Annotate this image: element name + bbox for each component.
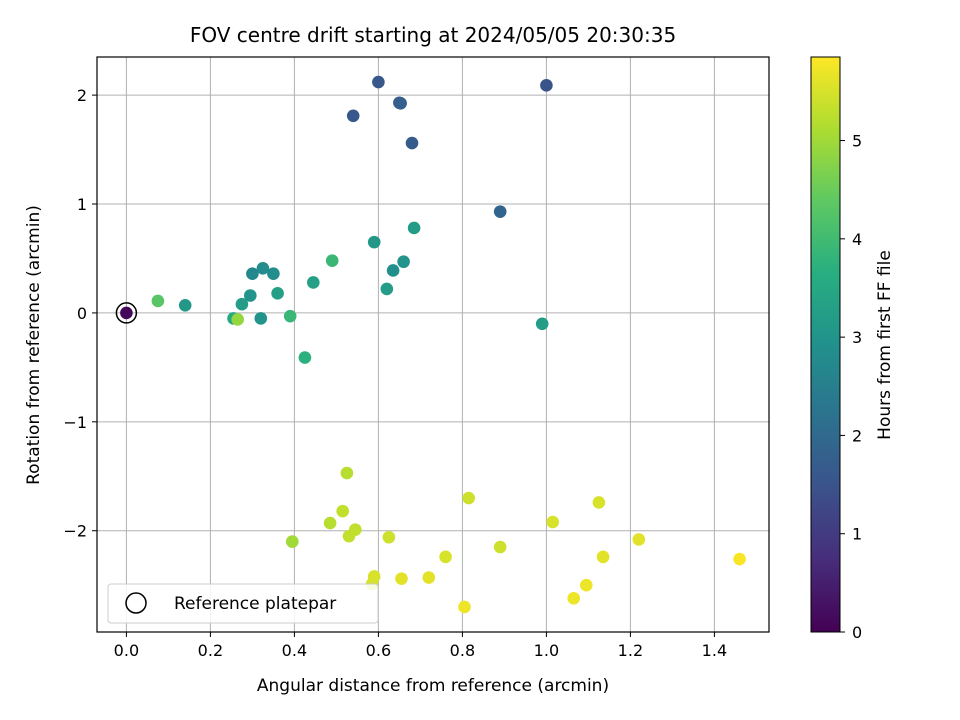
data-points bbox=[115, 75, 746, 614]
data-point bbox=[340, 466, 354, 480]
data-point bbox=[307, 276, 320, 289]
data-point bbox=[323, 516, 337, 530]
legend-label-reference: Reference platepar bbox=[174, 594, 336, 614]
colorbar-tick-label: 1 bbox=[852, 525, 862, 544]
x-tick-label: 1.2 bbox=[618, 641, 643, 660]
data-point bbox=[395, 572, 408, 585]
data-point bbox=[405, 136, 419, 150]
y-axis-ticks: −2 −1 0 1 2 bbox=[63, 86, 97, 541]
data-point bbox=[394, 96, 407, 110]
data-point bbox=[246, 267, 259, 281]
data-point bbox=[256, 261, 270, 275]
plot-frame bbox=[96, 56, 770, 633]
x-tick-label: 1.4 bbox=[702, 641, 727, 660]
y-tick-label: −2 bbox=[63, 522, 87, 541]
data-point bbox=[120, 306, 133, 320]
x-tick-label: 0.0 bbox=[114, 641, 139, 660]
y-tick-label: −1 bbox=[63, 413, 87, 432]
data-point bbox=[546, 515, 559, 529]
data-point bbox=[567, 591, 580, 605]
x-tick-label: 1.0 bbox=[534, 641, 559, 660]
grid-lines bbox=[97, 57, 769, 632]
data-point bbox=[178, 298, 192, 312]
x-tick-label: 0.8 bbox=[450, 641, 475, 660]
colorbar-tick-label: 3 bbox=[852, 328, 862, 347]
colorbar-tick-label: 2 bbox=[852, 426, 862, 445]
y-tick-label: 0 bbox=[77, 304, 87, 323]
legend-box bbox=[107, 583, 379, 624]
data-point bbox=[325, 254, 339, 267]
data-point bbox=[283, 309, 297, 323]
colorbar-gradient bbox=[810, 56, 841, 633]
x-axis-ticks: 0.0 0.2 0.4 0.6 0.8 1.0 1.2 1.4 bbox=[114, 632, 727, 660]
data-point bbox=[592, 496, 606, 509]
y-tick-label: 1 bbox=[77, 195, 87, 214]
data-point bbox=[382, 530, 396, 544]
y-tick-label: 2 bbox=[77, 86, 87, 105]
data-point bbox=[367, 235, 381, 249]
x-tick-label: 0.4 bbox=[282, 641, 307, 660]
data-point bbox=[254, 312, 268, 325]
data-point bbox=[231, 313, 244, 326]
data-point bbox=[342, 529, 356, 543]
x-axis-label: Angular distance from reference (arcmin) bbox=[257, 676, 609, 696]
data-point bbox=[386, 264, 400, 277]
data-point bbox=[493, 540, 507, 554]
data-point bbox=[422, 571, 436, 584]
data-point bbox=[632, 533, 646, 546]
x-tick-label: 0.2 bbox=[198, 641, 223, 660]
data-point bbox=[580, 578, 593, 592]
legend: Reference platepar bbox=[107, 583, 379, 624]
data-point bbox=[458, 600, 471, 614]
data-point bbox=[540, 79, 553, 92]
data-point bbox=[380, 282, 394, 296]
data-point bbox=[462, 491, 476, 505]
data-point bbox=[336, 504, 350, 518]
colorbar-tick-label: 4 bbox=[852, 230, 862, 249]
colorbar-label: Hours from first FF file bbox=[875, 250, 895, 440]
chart-title: FOV centre drift starting at 2024/05/05 … bbox=[190, 23, 676, 47]
data-point bbox=[267, 267, 280, 281]
colorbar-ticks: 0 1 2 3 4 5 bbox=[840, 132, 862, 642]
data-point bbox=[596, 550, 610, 564]
x-tick-label: 0.6 bbox=[366, 641, 391, 660]
legend-marker-reference bbox=[125, 592, 147, 614]
data-point bbox=[271, 287, 284, 300]
data-point bbox=[244, 289, 257, 302]
reference-platepar-marker bbox=[115, 302, 138, 324]
data-point bbox=[493, 205, 507, 218]
colorbar-tick-label: 5 bbox=[852, 132, 862, 151]
data-point bbox=[733, 552, 746, 566]
colorbar: 0 1 2 3 4 5 Hours from first FF file bbox=[810, 56, 895, 642]
data-point bbox=[397, 255, 410, 269]
colorbar-tick-label: 0 bbox=[852, 623, 862, 642]
data-point bbox=[298, 351, 312, 364]
data-point bbox=[235, 297, 249, 311]
data-point bbox=[439, 550, 452, 564]
data-point bbox=[346, 109, 360, 123]
data-point bbox=[151, 294, 165, 308]
data-point bbox=[372, 75, 385, 89]
data-point bbox=[535, 317, 549, 331]
data-point bbox=[286, 535, 299, 548]
data-point bbox=[407, 221, 421, 235]
y-axis-label: Rotation from reference (arcmin) bbox=[24, 205, 44, 485]
